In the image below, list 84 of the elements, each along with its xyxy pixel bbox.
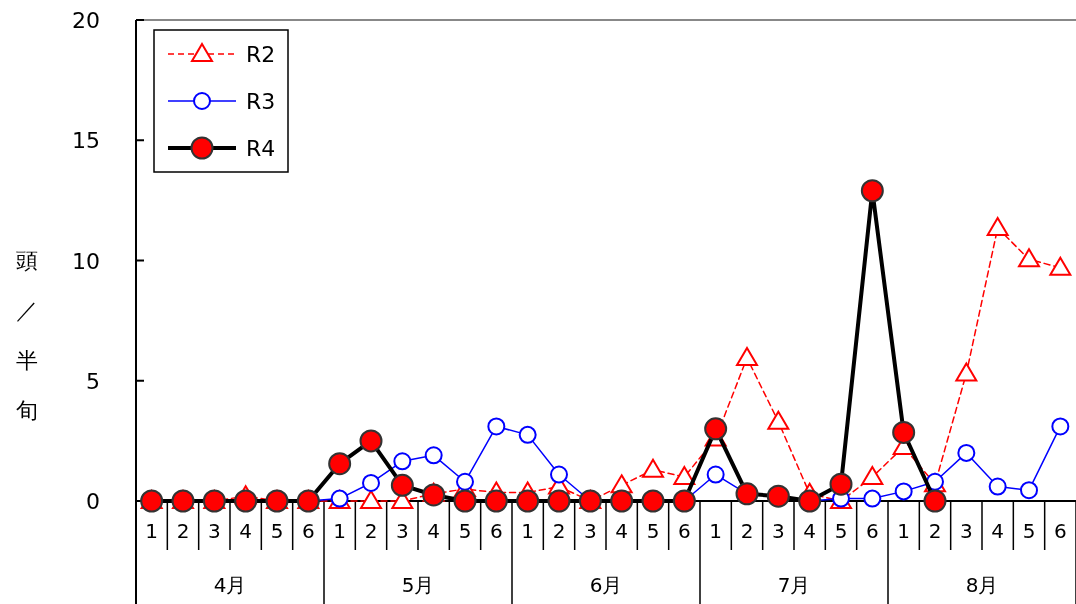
x-tick-label: 5	[646, 519, 660, 543]
point	[704, 417, 728, 441]
x-tick-label: 1	[521, 519, 535, 543]
point	[1020, 481, 1038, 500]
point	[456, 472, 474, 491]
point	[957, 443, 976, 462]
point	[360, 490, 382, 509]
x-tick-label: 1	[709, 519, 723, 543]
x-tick-label: 1	[333, 519, 347, 543]
point	[988, 477, 1007, 496]
x-tick-label: 4	[991, 519, 1005, 543]
x-tick-label: 5	[834, 519, 848, 543]
x-tick-label: 6	[301, 519, 315, 543]
point	[1049, 256, 1072, 276]
x-tick-label: 3	[959, 519, 973, 543]
x-tick-label: 4	[615, 519, 629, 543]
point	[390, 473, 414, 497]
x-tick-label: 6	[865, 519, 879, 543]
point	[171, 489, 195, 513]
point	[923, 489, 947, 513]
point	[518, 425, 537, 444]
point	[986, 217, 1009, 237]
point	[1018, 248, 1040, 268]
point	[547, 489, 571, 513]
point	[487, 417, 506, 436]
y-tick-label: 5	[86, 368, 100, 394]
x-tick-label: 3	[583, 519, 597, 543]
point	[140, 489, 164, 513]
point	[767, 410, 790, 430]
x-tick-label: 6	[677, 519, 691, 543]
y-axis-title: 頭／半旬	[16, 248, 38, 423]
x-tick-label: 5	[270, 519, 284, 543]
text: 8月	[965, 573, 999, 597]
point	[1051, 417, 1070, 436]
point	[642, 458, 664, 478]
x-tick-label: 2	[176, 519, 190, 543]
x-tick-label: 6	[489, 519, 503, 543]
point	[550, 465, 568, 484]
point	[424, 446, 443, 465]
point	[484, 489, 508, 513]
x-tick-label: 4	[427, 519, 441, 543]
text: 4月	[213, 573, 247, 597]
point	[863, 489, 882, 508]
y-tick-label: 0	[86, 489, 100, 514]
point	[829, 472, 853, 496]
point	[955, 362, 978, 382]
y-tick-label: 20	[72, 8, 100, 33]
x-tick-label: 2	[928, 519, 942, 543]
point	[673, 465, 696, 485]
point	[706, 465, 725, 484]
point	[393, 452, 412, 471]
x-tick-label: 2	[364, 519, 378, 543]
x-tick-label: 4	[803, 519, 817, 543]
x-tick-label: 2	[740, 519, 754, 543]
legend-label: R4	[246, 136, 276, 161]
point	[894, 482, 913, 501]
x-tick-label: 2	[552, 519, 566, 543]
x-tick-label: 4	[239, 519, 253, 543]
x-tick-label: 3	[771, 519, 785, 543]
point	[328, 452, 352, 476]
point	[362, 473, 380, 492]
x-tick-label: 1	[897, 519, 911, 543]
point	[359, 429, 383, 453]
x-tick-label: 6	[1053, 519, 1067, 543]
x-tick-label: 3	[207, 519, 221, 543]
x-tick-label: 3	[395, 519, 409, 543]
point	[892, 420, 916, 444]
point	[861, 465, 884, 485]
point	[860, 179, 884, 203]
legend-label: R2	[246, 42, 276, 67]
y-tick-label: 10	[72, 248, 100, 274]
text: 7月	[777, 573, 811, 597]
x-tick-label: 1	[145, 519, 159, 543]
text: 5月	[401, 573, 435, 597]
point	[453, 489, 477, 513]
point	[516, 489, 540, 513]
point	[422, 483, 446, 507]
point	[234, 489, 258, 513]
x-tick-label: 5	[458, 519, 472, 543]
x-tick-label: 5	[1022, 519, 1036, 543]
point	[736, 346, 758, 366]
y-tick-label: 15	[72, 128, 100, 154]
legend-label: R3	[246, 89, 276, 114]
text: 6月	[589, 573, 623, 597]
